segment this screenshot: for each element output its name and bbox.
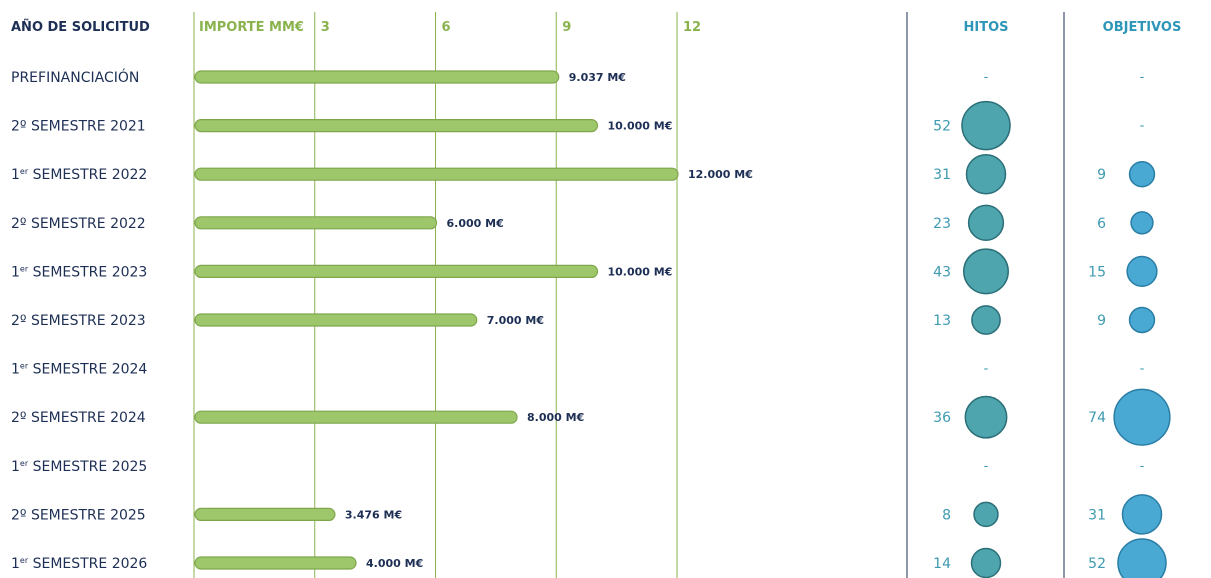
hitos-missing: -: [984, 459, 989, 474]
objetivos-bubble: [1121, 494, 1163, 535]
amount-label: 3.476 M€: [345, 508, 402, 521]
amount-label: 10.000 M€: [608, 120, 673, 133]
objetivos-missing: -: [1140, 70, 1145, 85]
objetivos-bubble: [1117, 538, 1167, 578]
x-tick-label: 6: [442, 20, 451, 35]
objetivos-bubble: [1130, 211, 1154, 235]
hitos-value: 36: [933, 410, 951, 426]
objetivos-missing: -: [1140, 459, 1145, 474]
objetivos-value: 15: [1088, 264, 1106, 280]
hitos-missing: -: [984, 70, 989, 85]
hitos-bubble: [970, 547, 1002, 578]
objetivos-value: 52: [1088, 556, 1106, 572]
x-tick-label: 12: [683, 20, 701, 35]
column-dividers: [906, 12, 1065, 578]
row-label: 1er SEMESTRE 2022: [11, 167, 147, 183]
table-row: 2º SEMESTRE 2024 8.000 M€ 36 74: [11, 388, 1171, 446]
row-label: 1er SEMESTRE 2023: [11, 264, 147, 280]
row-label: 2º SEMESTRE 2025: [11, 507, 146, 523]
hitos-bubble: [963, 248, 1009, 295]
hitos-value: 43: [933, 264, 951, 280]
amount-bar: [194, 70, 560, 84]
objetivos-bubble: [1128, 161, 1156, 188]
table-row: 2º SEMESTRE 2025 3.476 M€ 8 31: [11, 494, 1163, 535]
table-row: 1er SEMESTRE 2022 12.000 M€ 31 9: [11, 153, 1156, 195]
table-row: 2º SEMESTRE 2022 6.000 M€ 23 6: [11, 204, 1154, 241]
row-label: 2º SEMESTRE 2022: [11, 216, 146, 232]
header-hitos: HITOS: [964, 20, 1009, 35]
row-label: 2º SEMESTRE 2021: [11, 119, 146, 135]
amount-bar: [194, 118, 599, 133]
table-row: 2º SEMESTRE 2023 7.000 M€ 13 9: [11, 305, 1156, 335]
table-row: PREFINANCIACIÓN 9.037 M€ - -: [11, 68, 1145, 86]
header-objetivos: OBJETIVOS: [1103, 20, 1182, 35]
amount-label: 9.037 M€: [569, 71, 626, 84]
hitos-value: 52: [933, 119, 951, 135]
amount-bar: [194, 507, 336, 521]
objetivos-value: 74: [1088, 410, 1106, 426]
amount-bar: [194, 264, 599, 278]
hitos-value: 14: [933, 556, 951, 572]
amount-bar: [194, 313, 478, 327]
hitos-bubble: [964, 395, 1008, 439]
row-label: 2º SEMESTRE 2023: [11, 313, 146, 329]
hitos-missing: -: [984, 362, 989, 377]
table-row: 1er SEMESTRE 2025 - -: [11, 459, 1145, 475]
objetivos-value: 9: [1097, 167, 1106, 183]
row-label: 2º SEMESTRE 2024: [11, 410, 146, 426]
amount-label: 8.000 M€: [527, 411, 584, 424]
header-amount: IMPORTE MM€: [199, 20, 304, 35]
hitos-value: 13: [933, 313, 951, 329]
amount-label: 7.000 M€: [487, 314, 544, 327]
chart-rows: PREFINANCIACIÓN 9.037 M€ - -2º SEMESTRE 202…: [11, 68, 1171, 578]
objetivos-bubble: [1113, 388, 1171, 446]
amount-bar: [194, 410, 518, 424]
row-label: PREFINANCIACIÓN: [11, 68, 139, 86]
amount-label: 10.000 M€: [608, 265, 673, 278]
hitos-bubble: [967, 204, 1005, 241]
hitos-value: 8: [942, 507, 951, 523]
hitos-bubble: [971, 305, 1001, 335]
objetivos-value: 9: [1097, 313, 1106, 329]
row-label: 1er SEMESTRE 2024: [11, 362, 147, 378]
hitos-value: 31: [933, 167, 951, 183]
amount-bar: [194, 556, 357, 570]
amount-label: 4.000 M€: [366, 557, 423, 570]
amount-bar: [194, 167, 679, 181]
objetivos-missing: -: [1140, 119, 1145, 134]
objetivos-bubble: [1128, 306, 1156, 334]
table-row: 1er SEMESTRE 2024 - -: [11, 362, 1145, 378]
objetivos-value: 31: [1088, 507, 1106, 523]
table-row: 1er SEMESTRE 2026 4.000 M€ 14 52: [11, 538, 1167, 578]
gridlines: [193, 12, 678, 578]
header-year: AÑO DE SOLICITUD: [11, 19, 150, 35]
hitos-bubble: [961, 100, 1011, 151]
row-label: 1er SEMESTRE 2025: [11, 459, 147, 475]
objetivos-missing: -: [1140, 362, 1145, 377]
x-tick-label: 3: [321, 20, 330, 35]
hitos-bubble: [965, 153, 1007, 195]
x-tick-labels: 3 6 9 12: [321, 20, 701, 35]
hitos-value: 23: [933, 216, 951, 232]
x-tick-label: 9: [562, 20, 571, 35]
chart-header: AÑO DE SOLICITUD IMPORTE MM€ HITOS OBJET…: [11, 19, 1181, 35]
amount-label: 12.000 M€: [688, 168, 753, 181]
amount-label: 6.000 M€: [447, 217, 504, 230]
row-label: 1er SEMESTRE 2026: [11, 556, 147, 572]
objetivos-value: 6: [1097, 216, 1106, 232]
hitos-bubble: [973, 501, 999, 528]
table-row: 1er SEMESTRE 2023 10.000 M€ 43 15: [11, 248, 1158, 295]
amount-bar: [194, 216, 438, 230]
objetivos-bubble: [1126, 255, 1158, 288]
table-row: 2º SEMESTRE 2021 10.000 M€ 52 -: [11, 100, 1145, 151]
